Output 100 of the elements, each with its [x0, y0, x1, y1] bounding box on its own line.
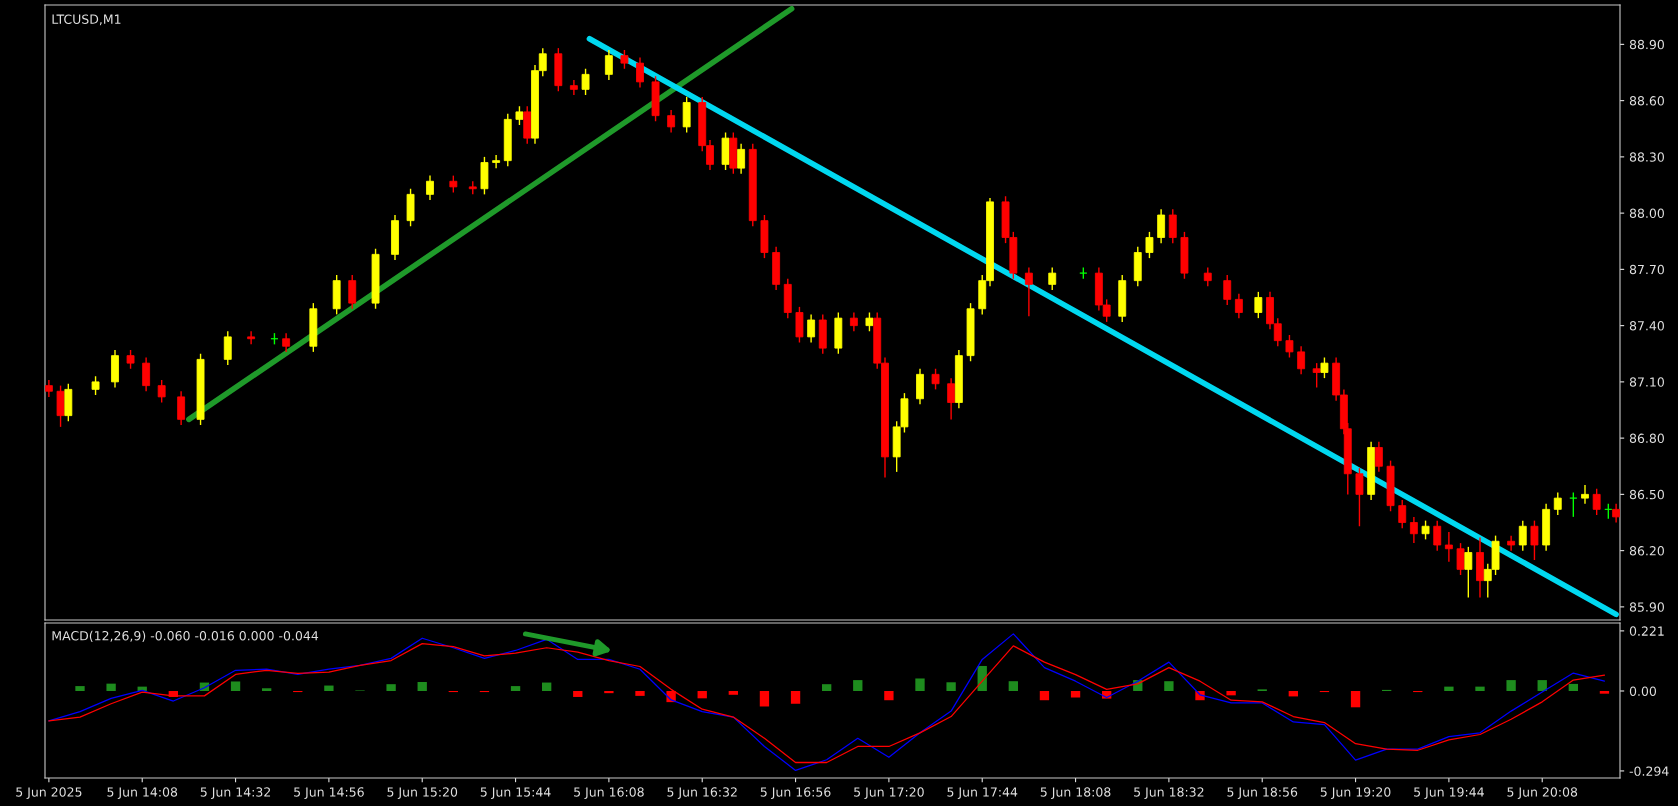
candlestick [737, 143, 746, 175]
candlestick [849, 311, 858, 332]
candlestick [1530, 519, 1539, 561]
bar [106, 683, 116, 691]
bar [759, 690, 770, 707]
candlestick [91, 375, 100, 396]
y-tick-label: 0.00 [1629, 686, 1657, 696]
bar [1444, 686, 1454, 691]
candlestick [667, 109, 676, 134]
candlestick [1048, 266, 1057, 291]
candlestick [620, 49, 629, 70]
bar [1350, 690, 1361, 708]
x-tick-label: 5 Jun 20:08 [1507, 787, 1578, 800]
candlestick [247, 330, 256, 346]
candlestick [604, 49, 613, 81]
y-tick-label: 86.50 [1629, 489, 1664, 500]
candlestick [126, 349, 135, 370]
candlestick [1398, 499, 1407, 529]
y-tick-label: 88.30 [1629, 152, 1664, 162]
bar [635, 690, 645, 696]
bar [697, 690, 707, 699]
candlestick [1320, 356, 1329, 379]
x-tick-label: 5 Jun 15:20 [387, 787, 458, 800]
candlestick [1592, 488, 1601, 516]
x-tick-label: 5 Jun 16:56 [760, 787, 831, 800]
y-tick-label: 86.80 [1629, 433, 1664, 444]
bar [542, 682, 552, 691]
y-tick-label: 86.20 [1629, 546, 1664, 556]
x-tick-label: 5 Jun 16:08 [574, 787, 644, 800]
bar [1226, 690, 1236, 696]
bar [75, 686, 85, 691]
candlestick [1456, 542, 1465, 576]
bar [946, 682, 956, 691]
candlestick [1581, 484, 1589, 505]
y-tick-label: 87.10 [1629, 377, 1664, 387]
candlestick [636, 56, 644, 89]
y-tick-label: 0.221 [1629, 626, 1664, 636]
candlestick [1312, 362, 1321, 389]
candlestick [1518, 519, 1527, 552]
x-tick-label: 5 Jun 18:08 [1040, 787, 1111, 800]
bar [1070, 690, 1081, 698]
x-tick-label: 5 Jun 14:32 [200, 787, 271, 800]
candlestick [492, 154, 501, 169]
candlestick [1168, 208, 1177, 244]
x-tick-label: 5 Jun 18:32 [1134, 787, 1204, 800]
candlestick [1157, 208, 1166, 244]
candlestick [177, 390, 186, 426]
y-tick-label: 85.90 [1629, 602, 1664, 612]
bar [1537, 680, 1547, 691]
candlestick [581, 68, 590, 96]
candlestick [1409, 516, 1418, 544]
candlestick [1374, 441, 1383, 473]
candlestick [223, 330, 232, 366]
x-tick-label: 5 Jun 14:56 [294, 787, 364, 800]
bar [510, 686, 521, 691]
candlestick [1234, 293, 1243, 319]
x-tick-label: 5 Jun 17:20 [854, 787, 924, 800]
bar [324, 685, 334, 691]
bar [1039, 690, 1050, 701]
candlestick [1421, 519, 1430, 541]
bar [1568, 683, 1578, 691]
candlestick [1464, 546, 1473, 599]
candlestick [1145, 231, 1154, 259]
candlestick [1024, 266, 1033, 317]
candlestick [142, 356, 151, 392]
candlestick [348, 274, 357, 310]
y-tick-label: 88.00 [1629, 208, 1664, 219]
text: MACD(12,26,9) -0.060 -0.016 0.000 -0.044 [52, 630, 319, 642]
bar [790, 690, 801, 704]
bar [822, 684, 832, 691]
candlestick [1355, 467, 1364, 527]
candlestick [157, 379, 166, 404]
candlestick [1223, 274, 1232, 306]
candlestick [426, 174, 434, 201]
bar [1475, 686, 1485, 691]
candlestick [1569, 491, 1578, 518]
bar [853, 680, 863, 691]
bar [884, 690, 894, 701]
candlestick [1507, 534, 1516, 552]
candlestick [1553, 491, 1562, 516]
bar [417, 682, 427, 691]
y-tick-label: 87.40 [1629, 321, 1664, 331]
candlestick [931, 368, 940, 391]
text: LTCUSD,M1 [52, 14, 121, 26]
candlestick [1203, 266, 1212, 287]
bar [386, 684, 396, 691]
bar [1008, 681, 1018, 691]
x-tick-label: 5 Jun 2025 [16, 787, 82, 800]
candlestick [947, 377, 956, 421]
candlestick [282, 332, 291, 353]
bar [1164, 681, 1174, 691]
candlestick [865, 311, 874, 332]
x-tick-label: 5 Jun 15:44 [480, 787, 551, 800]
x-tick-label: 5 Jun 18:56 [1227, 787, 1298, 800]
x-tick-label: 5 Jun 17:44 [947, 787, 1018, 800]
y-tick-label: -0.294 [1629, 766, 1669, 776]
candlestick [1612, 503, 1620, 524]
candlestick [1254, 291, 1263, 319]
bar [604, 690, 614, 694]
candlestick [569, 79, 578, 96]
